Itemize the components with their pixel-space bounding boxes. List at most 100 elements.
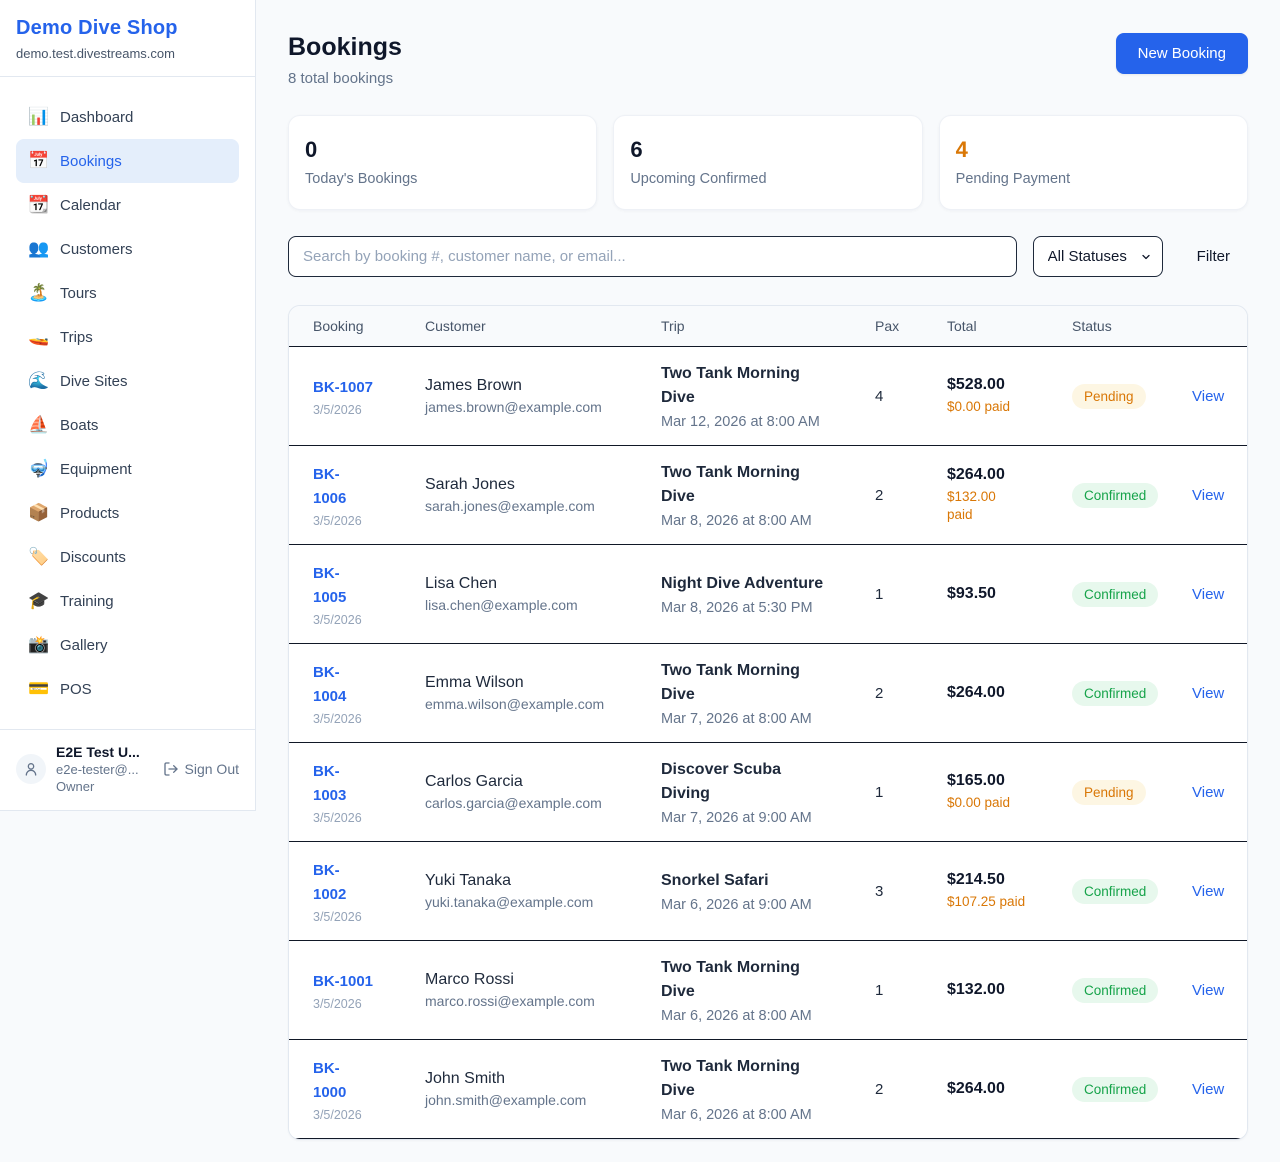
pax-value: 1 [875,783,884,801]
discounts-icon: 🏷️ [28,547,50,566]
view-link[interactable]: View [1192,585,1225,603]
booking-id-link[interactable]: BK- 1005 [313,564,347,606]
bookings-icon: 📅 [28,151,50,170]
sidebar-item-label: Trips [60,328,93,346]
calendar-icon: 📆 [28,195,50,214]
status-badge: Pending [1072,779,1146,805]
sidebar-item-label: Dashboard [60,108,134,126]
sidebar-item[interactable]: 👥 Customers [16,227,239,271]
sign-out-button[interactable]: Sign Out [163,761,239,777]
trip-name: Discover Scuba Diving [661,761,782,802]
products-icon: 📦 [28,503,50,522]
sidebar-item-label: Training [60,592,114,610]
booking-id-link[interactable]: BK-1007 [313,378,374,396]
status-badge: Confirmed [1072,482,1159,508]
booking-cell: BK-1007 3/5/2026 [313,376,425,417]
sidebar-item[interactable]: 📦 Products [16,491,239,535]
table-row: BK-1007 3/5/2026 James Brown james.brown… [289,347,1247,446]
sidebar-item[interactable]: 🎓 Training [16,579,239,623]
booking-id-link[interactable]: BK- 1004 [313,663,347,705]
sidebar-item[interactable]: ⛵ Boats [16,403,239,447]
total-amount: $264.00 [947,684,1005,701]
stat-value: 6 [630,137,643,162]
pax-value: 1 [875,585,884,603]
sidebar-nav: 📊 Dashboard 📅 Bookings 📆 Calendar 👥 Cust… [0,77,255,721]
user-section: E2E Test U... e2e-tester@... Owner Sign … [0,729,255,810]
trip-datetime: Mar 8, 2026 at 5:30 PM [661,600,813,616]
column-header-total: Total [947,318,977,334]
booking-cell: BK-1001 3/5/2026 [313,970,425,1011]
paid-amount: $0.00 paid [947,399,1011,414]
view-link[interactable]: View [1192,882,1225,900]
table-row: BK- 1002 3/5/2026 Yuki Tanaka yuki.tanak… [289,842,1247,941]
customer-cell: Carlos Garcia carlos.garcia@example.com [425,773,661,811]
booking-id-link[interactable]: BK-1001 [313,972,374,990]
sidebar-item[interactable]: 🏷️ Discounts [16,535,239,579]
status-badge: Confirmed [1072,977,1159,1003]
sidebar-item[interactable]: 📆 Calendar [16,183,239,227]
sidebar-item[interactable]: 💳 POS [16,667,239,711]
stat-card: 6 Upcoming Confirmed [613,115,923,210]
customer-cell: Emma Wilson emma.wilson@example.com [425,674,661,712]
status-badge: Confirmed [1072,1076,1159,1102]
customer-email: yuki.tanaka@example.com [425,894,594,910]
boats-icon: ⛵ [28,415,50,434]
trip-datetime: Mar 6, 2026 at 8:00 AM [661,1008,812,1024]
paid-amount: $107.25 paid [947,894,1026,909]
trip-name: Two Tank Morning Dive [661,662,800,703]
gallery-icon: 📸 [28,635,50,654]
sidebar-item[interactable]: 📊 Dashboard [16,95,239,139]
sidebar-item-label: Calendar [60,196,121,214]
sidebar-item[interactable]: 🤿 Equipment [16,447,239,491]
table-header-row: Booking Customer Trip Pax Total Status [289,306,1247,347]
page-subtitle: 8 total bookings [288,70,394,87]
pax-value: 2 [875,684,884,702]
booking-id-link[interactable]: BK- 1002 [313,861,347,903]
brand-block: Demo Dive Shop demo.test.divestreams.com [0,0,255,77]
view-link[interactable]: View [1192,981,1225,999]
sidebar-item-label: Customers [60,240,133,258]
new-booking-button[interactable]: New Booking [1115,33,1248,74]
customer-email: john.smith@example.com [425,1092,587,1108]
view-link[interactable]: View [1192,1080,1225,1098]
sign-out-label: Sign Out [184,761,239,777]
view-link[interactable]: View [1192,486,1225,504]
view-link[interactable]: View [1192,684,1225,702]
page-title: Bookings [288,33,402,61]
dive-sites-icon: 🌊 [28,371,50,390]
booking-date: 3/5/2026 [313,402,362,417]
customer-cell: Yuki Tanaka yuki.tanaka@example.com [425,872,661,910]
booking-id-link[interactable]: BK- 1006 [313,465,347,507]
sidebar-item-label: Tours [60,284,97,302]
customers-icon: 👥 [28,239,50,258]
sidebar-item[interactable]: 🏝️ Tours [16,271,239,315]
customer-email: marco.rossi@example.com [425,993,595,1009]
sidebar-item-label: Boats [60,416,99,434]
sidebar-item[interactable]: 🌊 Dive Sites [16,359,239,403]
view-link[interactable]: View [1192,783,1225,801]
status-filter-select[interactable]: All Statuses [1033,237,1162,276]
trip-cell: Night Dive Adventure Mar 8, 2026 at 5:30… [661,572,875,616]
total-amount: $214.50 [947,871,1005,888]
sidebar-item[interactable]: 🚤 Trips [16,315,239,359]
booking-date: 3/5/2026 [313,1107,362,1122]
brand-title: Demo Dive Shop [16,17,178,39]
booking-id-link[interactable]: BK- 1003 [313,762,347,804]
sidebar-item[interactable]: 📸 Gallery [16,623,239,667]
customer-email: carlos.garcia@example.com [425,795,602,811]
booking-id-link[interactable]: BK- 1000 [313,1059,347,1101]
trip-datetime: Mar 8, 2026 at 8:00 AM [661,513,812,529]
trip-name: Two Tank Morning Dive [661,365,800,406]
booking-date: 3/5/2026 [313,711,362,726]
sidebar-item[interactable]: 📅 Bookings [16,139,239,183]
sidebar: Demo Dive Shop demo.test.divestreams.com… [0,0,256,811]
trip-cell: Snorkel Safari Mar 6, 2026 at 9:00 AM [661,869,875,913]
column-header-pax: Pax [875,318,900,334]
booking-date: 3/5/2026 [313,612,362,627]
dashboard-icon: 📊 [28,107,50,126]
view-link[interactable]: View [1192,387,1225,405]
filter-button[interactable]: Filter [1179,240,1248,273]
search-input[interactable] [288,236,1017,277]
booking-date: 3/5/2026 [313,513,362,528]
